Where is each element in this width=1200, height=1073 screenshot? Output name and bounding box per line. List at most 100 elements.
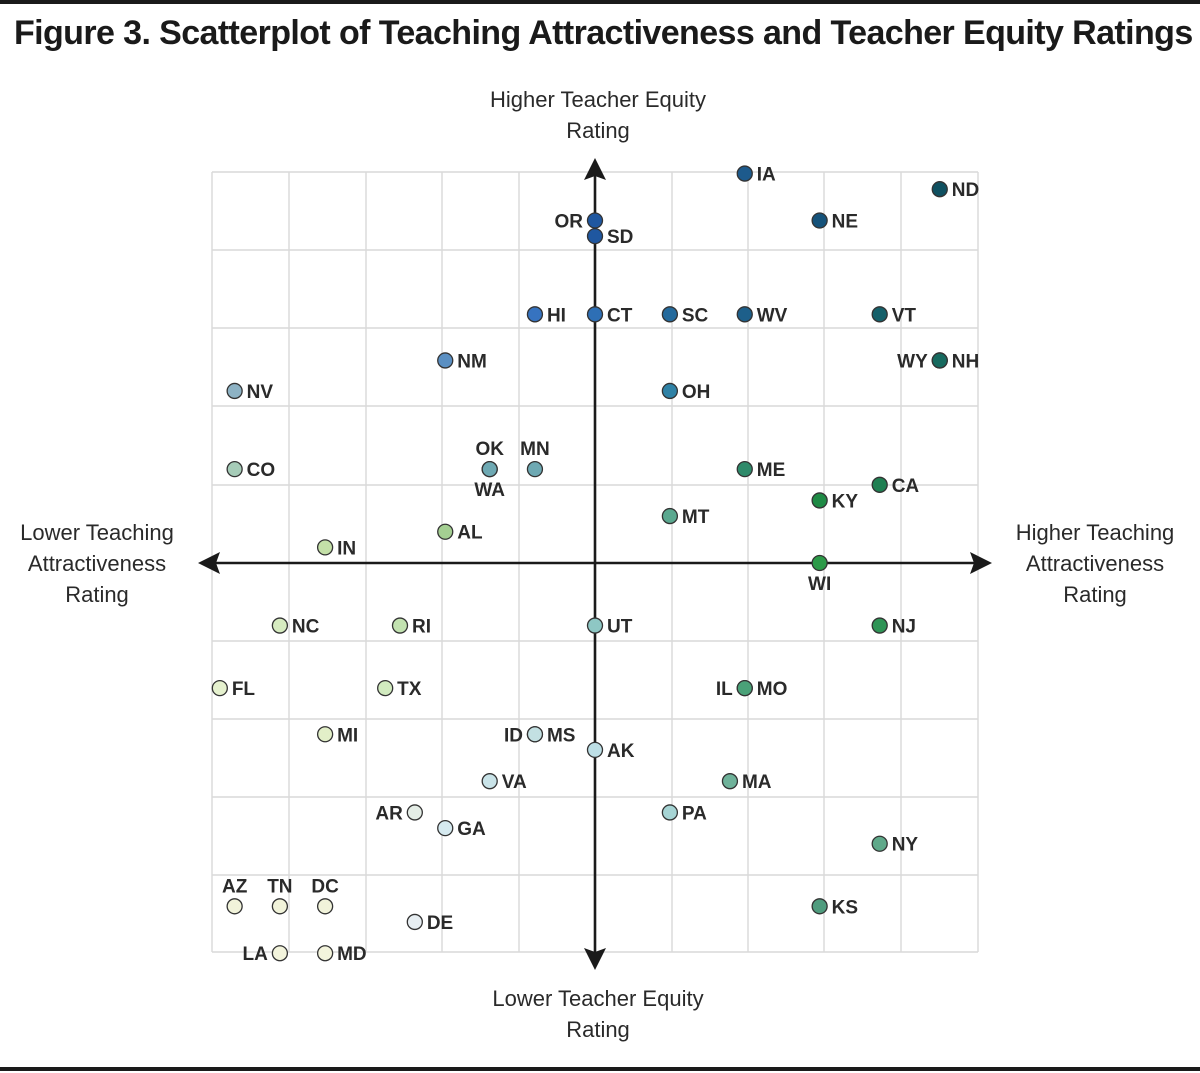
data-point-ar	[406, 804, 423, 821]
point-label: MD	[337, 944, 367, 965]
point-label: NV	[247, 382, 274, 403]
point-label: HI	[547, 305, 566, 326]
point-label: CA	[892, 476, 920, 497]
data-point-hi	[526, 306, 544, 323]
data-point-in	[316, 539, 334, 556]
data-point-ak	[586, 741, 604, 759]
point-label: ND	[952, 180, 979, 201]
point-label: OR	[555, 211, 584, 232]
data-point-de	[406, 913, 423, 931]
point-label: CO	[247, 460, 276, 481]
data-point-dc	[316, 898, 334, 915]
point-label: WY	[897, 351, 928, 372]
point-label: OH	[682, 382, 711, 403]
data-point-ga	[437, 819, 454, 837]
data-point-md	[316, 945, 334, 962]
data-point-sd	[586, 227, 604, 245]
point-label: WV	[757, 305, 788, 326]
data-point-nv	[226, 382, 243, 400]
data-point-ms	[526, 726, 544, 743]
data-point-wi	[811, 554, 828, 572]
data-point-la	[271, 945, 289, 962]
data-point-tn	[271, 898, 289, 915]
point-label: PA	[682, 803, 707, 824]
point-label: ID	[504, 725, 523, 746]
data-point-or	[586, 212, 604, 229]
point-label: KS	[832, 897, 858, 918]
data-point-me	[736, 461, 753, 478]
data-point-ny	[871, 835, 888, 852]
data-point-mo	[736, 679, 753, 697]
data-point-nc	[271, 617, 289, 634]
data-point-mi	[316, 726, 334, 743]
point-label: MN	[520, 439, 550, 460]
data-point-sc	[661, 306, 679, 323]
data-point-va	[481, 773, 498, 790]
point-label: SC	[682, 305, 709, 326]
data-point-wv	[736, 306, 753, 323]
top-rule	[0, 0, 1200, 4]
point-label: VA	[502, 772, 527, 793]
point-label: LA	[243, 944, 269, 965]
point-label: KY	[832, 491, 859, 512]
data-point-nj	[871, 617, 888, 634]
point-label: OK	[475, 439, 504, 460]
data-point-wa	[481, 461, 498, 478]
points-layer: IA ND NE OR SD HI CT SC WV VT NM WY NH NV OH OK WA MN CO ME…	[211, 165, 979, 965]
point-label: NM	[457, 351, 487, 372]
data-point-nm	[437, 352, 454, 369]
point-label: MA	[742, 772, 772, 793]
point-label: MT	[682, 507, 710, 528]
point-label: WA	[474, 480, 505, 501]
data-point-fl	[211, 679, 228, 697]
arrow-left-icon	[198, 552, 220, 574]
y-axis-bottom-label: Lower Teacher Equity Rating	[492, 986, 704, 1042]
point-label: NH	[952, 351, 979, 372]
point-label: AL	[457, 523, 483, 544]
point-label: IL	[716, 679, 733, 700]
point-label: DC	[311, 876, 339, 897]
point-label: AK	[607, 741, 635, 762]
point-label: SD	[607, 227, 633, 248]
data-point-ut	[586, 617, 604, 634]
data-point-mn	[526, 461, 544, 478]
point-label: NJ	[892, 617, 916, 638]
point-label: MS	[547, 725, 576, 746]
point-label: CT	[607, 305, 633, 326]
point-label: AR	[375, 803, 403, 824]
figure-title: Figure 3. Scatterplot of Teaching Attrac…	[14, 14, 1193, 52]
point-label: RI	[412, 617, 431, 638]
data-point-oh	[661, 382, 679, 400]
data-point-al	[437, 523, 454, 540]
data-point-ks	[811, 898, 828, 915]
point-label: MI	[337, 725, 358, 746]
data-point-ky	[811, 492, 828, 509]
point-label: MO	[757, 679, 788, 700]
y-axis-top-label: Higher Teacher Equity Rating	[489, 87, 707, 143]
data-point-mt	[661, 507, 679, 525]
data-point-ma	[721, 773, 739, 790]
x-axis-right-label: Higher Teaching Attractiveness Rating	[1015, 520, 1175, 607]
point-label: DE	[427, 913, 453, 934]
point-label: NC	[292, 617, 320, 638]
data-point-vt	[871, 306, 888, 323]
point-label: AZ	[222, 876, 248, 897]
arrow-up-icon	[584, 158, 606, 180]
point-label: TX	[397, 679, 422, 700]
data-point-nd	[931, 181, 948, 198]
axes	[198, 158, 992, 970]
data-point-co	[226, 461, 243, 478]
point-label: IA	[757, 165, 776, 186]
data-point-ri	[391, 617, 409, 634]
data-point-ne	[811, 212, 828, 229]
point-label: GA	[457, 819, 486, 840]
point-label: NE	[832, 211, 858, 232]
data-point-ia	[736, 165, 753, 182]
point-label: NY	[892, 835, 919, 856]
data-point-az	[226, 898, 243, 915]
data-point-ca	[871, 476, 888, 493]
data-point-ct	[586, 306, 604, 323]
point-label: TN	[267, 876, 292, 897]
point-label: VT	[892, 305, 917, 326]
